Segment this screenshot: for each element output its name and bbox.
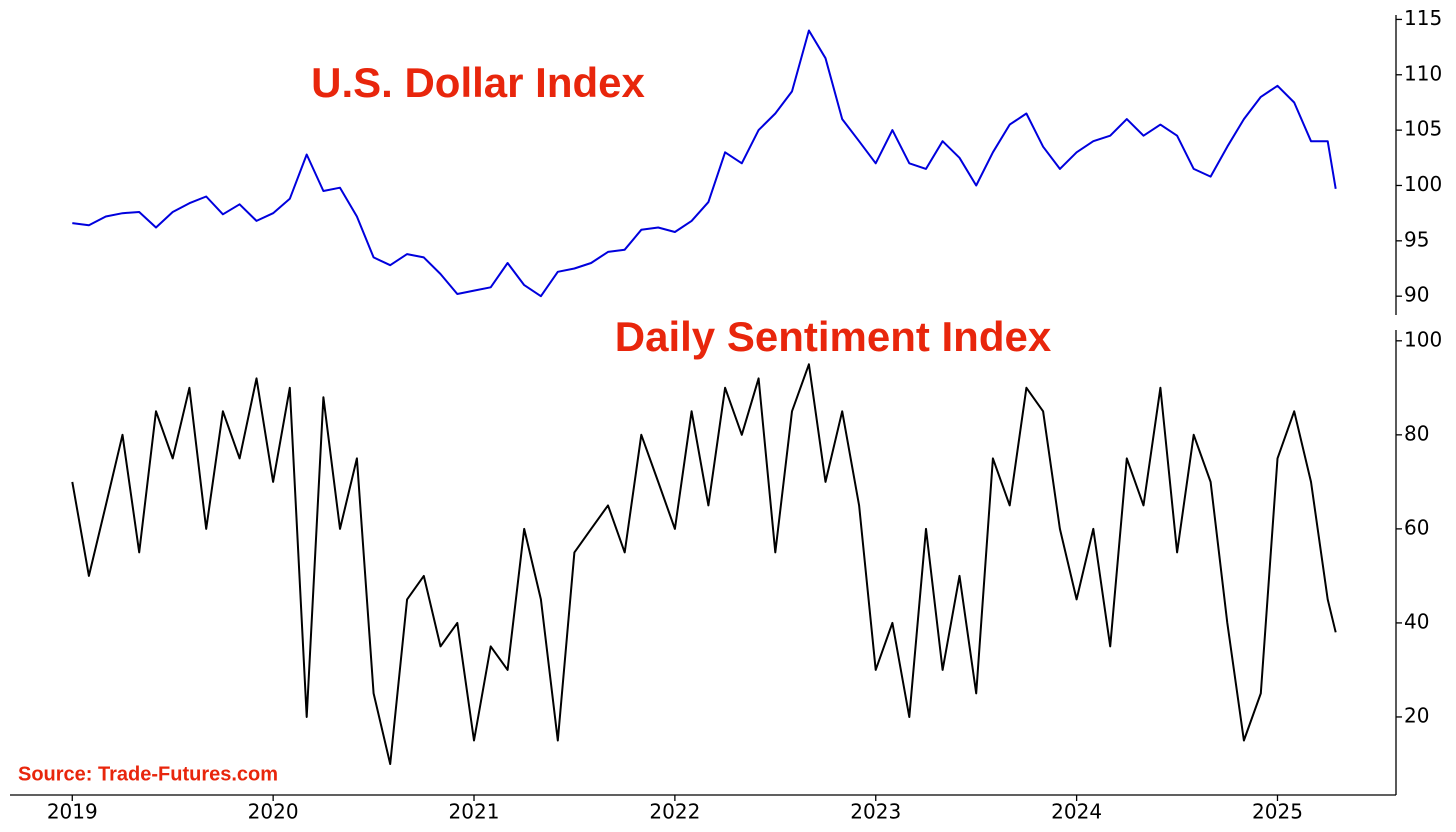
x-tick-label: 2019 [47,800,98,824]
chart-title: U.S. Dollar Index [311,59,645,106]
y-tick-label: 100 [1404,327,1442,351]
x-tick-label: 2024 [1051,800,1102,824]
y-tick-label: 90 [1404,283,1429,307]
y-tick-label: 110 [1404,61,1442,85]
y-tick-label: 60 [1404,515,1429,539]
chart-title: Daily Sentiment Index [615,313,1052,360]
y-tick-label: 80 [1404,421,1429,445]
line [71,363,1337,765]
x-tick-label: 2021 [449,800,500,824]
x-tick-label: 2020 [248,800,299,824]
y-tick-label: 95 [1404,227,1429,251]
y-tick-label: 105 [1404,117,1442,141]
y-tick-label: 115 [1404,6,1442,30]
x-tick-label: 2023 [850,800,901,824]
y-tick-label: 20 [1404,703,1429,727]
y-tick-label: 100 [1404,172,1442,196]
line [72,29,1337,298]
y-tick-label: 40 [1404,609,1429,633]
x-tick-label: 2022 [649,800,700,824]
source: Source: Trade-Futures.com [18,763,278,785]
x-tick-label: 2025 [1252,800,1303,824]
